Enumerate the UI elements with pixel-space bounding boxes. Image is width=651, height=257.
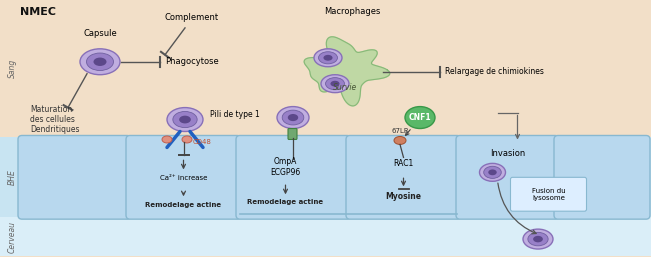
Ellipse shape xyxy=(173,112,197,128)
FancyBboxPatch shape xyxy=(126,135,241,219)
Text: CD48: CD48 xyxy=(193,140,212,145)
Text: Maturation
des cellules
Dendritiques: Maturation des cellules Dendritiques xyxy=(30,105,79,134)
Ellipse shape xyxy=(318,52,337,64)
Ellipse shape xyxy=(94,58,107,66)
Ellipse shape xyxy=(277,107,309,128)
Ellipse shape xyxy=(523,229,553,249)
FancyBboxPatch shape xyxy=(456,135,559,219)
Text: Invasion: Invasion xyxy=(490,149,525,158)
Ellipse shape xyxy=(405,107,435,128)
FancyBboxPatch shape xyxy=(236,135,351,219)
Text: Sang: Sang xyxy=(8,59,16,78)
Text: Macrophages: Macrophages xyxy=(324,7,380,16)
FancyBboxPatch shape xyxy=(510,177,587,211)
FancyBboxPatch shape xyxy=(288,128,297,140)
Ellipse shape xyxy=(288,114,298,121)
Ellipse shape xyxy=(488,169,497,175)
Ellipse shape xyxy=(167,108,203,132)
FancyBboxPatch shape xyxy=(346,135,461,219)
Ellipse shape xyxy=(324,55,333,61)
Text: Complement: Complement xyxy=(165,13,219,22)
Text: Survie: Survie xyxy=(333,83,357,92)
Ellipse shape xyxy=(480,163,505,181)
Bar xyxy=(0,217,651,256)
Text: Capsule: Capsule xyxy=(83,29,117,38)
Ellipse shape xyxy=(394,136,406,144)
Polygon shape xyxy=(304,37,390,106)
Ellipse shape xyxy=(182,136,192,143)
Text: Ca²⁺ increase: Ca²⁺ increase xyxy=(159,175,207,181)
Text: CNF1: CNF1 xyxy=(409,113,432,122)
Text: Fusion du
lysosome: Fusion du lysosome xyxy=(532,188,565,201)
Text: 67LR: 67LR xyxy=(391,128,409,134)
Bar xyxy=(0,137,651,217)
Ellipse shape xyxy=(282,110,304,125)
FancyBboxPatch shape xyxy=(554,135,650,219)
Text: BHE: BHE xyxy=(8,169,16,185)
Ellipse shape xyxy=(326,78,344,90)
Ellipse shape xyxy=(528,232,548,246)
Ellipse shape xyxy=(533,236,543,242)
Text: RAC1: RAC1 xyxy=(393,159,413,168)
Text: NMEC: NMEC xyxy=(20,7,56,17)
Text: Phagocytose: Phagocytose xyxy=(165,57,219,66)
Ellipse shape xyxy=(484,166,501,178)
Text: Remodelage actine: Remodelage actine xyxy=(145,202,221,208)
Text: Cerveau: Cerveau xyxy=(8,221,16,253)
Text: OmpA
ECGP96: OmpA ECGP96 xyxy=(270,157,301,177)
Ellipse shape xyxy=(179,116,191,123)
Text: Pili de type 1: Pili de type 1 xyxy=(210,110,260,119)
Bar xyxy=(0,0,651,137)
Ellipse shape xyxy=(87,53,113,70)
Ellipse shape xyxy=(314,49,342,67)
Text: Relargage de chimiokines: Relargage de chimiokines xyxy=(445,67,544,76)
FancyBboxPatch shape xyxy=(18,135,131,219)
Ellipse shape xyxy=(162,136,172,143)
Ellipse shape xyxy=(331,81,340,87)
Ellipse shape xyxy=(80,49,120,75)
Text: Remodelage actine: Remodelage actine xyxy=(247,199,324,205)
Text: Myosine: Myosine xyxy=(385,192,421,201)
Ellipse shape xyxy=(321,75,349,93)
